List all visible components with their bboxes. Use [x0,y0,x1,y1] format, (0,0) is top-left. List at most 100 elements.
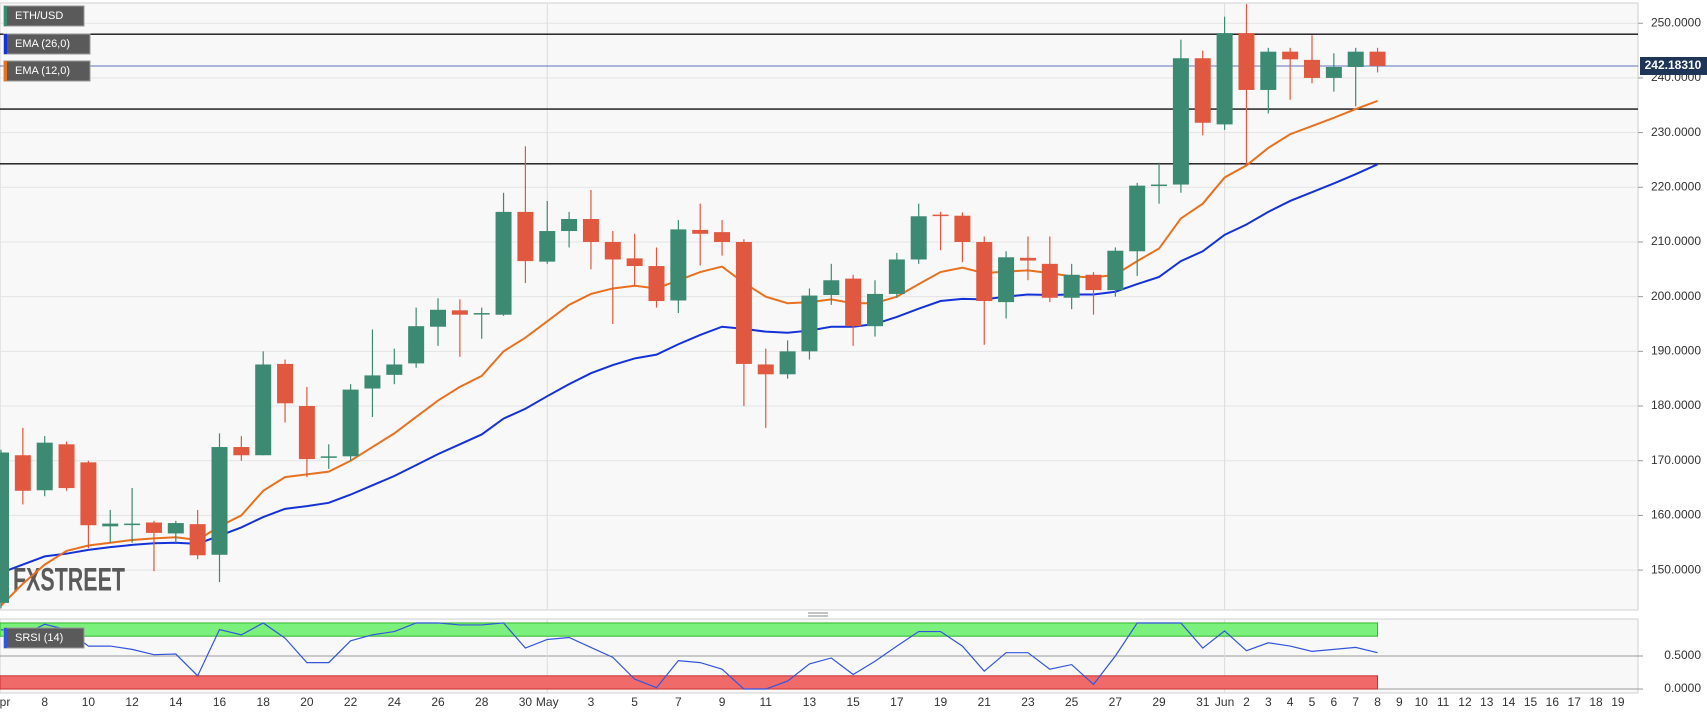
legend-label: SRSI (14) [15,632,63,644]
y-tick-label: 190.0000 [1651,344,1701,358]
candle-body [670,229,687,301]
x-tick-label: 28 [475,695,489,709]
candle-body [976,241,993,302]
candle-body [517,211,534,262]
line [0,622,1378,690]
y-tick-label: 0.5000 [1664,648,1701,662]
candle-body [1304,59,1320,78]
panel-handle[interactable] [808,612,828,617]
candle-body [845,278,862,327]
candle-body [0,452,9,603]
legend-label: ETH/USD [15,10,63,22]
candle-body [211,447,228,555]
candle-body [1085,274,1102,291]
x-tick-label: 19 [1611,695,1625,709]
y-tick-label: 150.0000 [1651,562,1701,576]
x-tick-label: 25 [1065,695,1079,709]
y-tick-label: 220.0000 [1651,179,1701,193]
candle-body [189,524,206,556]
x-tick-label: 14 [1502,695,1516,709]
candle-body [495,211,512,315]
x-tick-label: 30 [519,695,533,709]
x-tick-label: 10 [82,695,96,709]
candle-body [626,258,643,267]
candle-body [58,444,75,489]
x-tick-label: 5 [1309,695,1316,709]
x-tick-label: 4 [1287,695,1294,709]
candle-body [255,364,272,456]
candle-body [102,523,119,527]
candle-body [1151,184,1168,187]
candle-body [1063,274,1080,298]
x-tick-label: 13 [1480,695,1494,709]
candle-body [14,455,31,491]
y-tick-label: 160.0000 [1651,508,1701,522]
x-tick-label: 24 [388,695,402,709]
x-tick-label: 9 [719,695,726,709]
x-tick-label: 17 [1568,695,1582,709]
x-tick-label: 23 [1021,695,1035,709]
candle-body [779,351,796,375]
candle-body [1194,58,1211,123]
candle-body [1369,51,1386,66]
candle-body [867,293,883,327]
candle-body [582,219,599,242]
candle-body [888,259,905,294]
legend-swatch [4,628,7,648]
x-tick-label: 18 [1589,695,1603,709]
y-tick-label: 250.0000 [1651,15,1701,29]
candle-body [386,364,403,375]
x-tick-label: 8 [41,695,48,709]
x-tick-label: 14 [169,695,183,709]
legend-label: EMA (12,0) [15,65,70,77]
x-tick-label: 2 [1243,695,1250,709]
x-tick-label: 17 [890,695,904,709]
candle-body [1216,33,1233,125]
candle-body [692,229,709,234]
lower_band [0,675,1379,690]
x-tick-label: 9 [1396,695,1403,709]
candle-body [604,241,621,260]
x-tick-label: 12 [125,695,139,709]
y-tick-label: 170.0000 [1651,453,1701,467]
x-tick-label: 19 [934,695,948,709]
y-tick-label: 230.0000 [1651,125,1701,139]
candle-body [298,406,315,460]
candle-body [823,280,840,296]
candle-body [277,363,294,404]
x-tick-label: 26 [431,695,445,709]
y-tick-label: 200.0000 [1651,289,1701,303]
x-tick-label: 18 [257,695,271,709]
x-tick-label: 6 [1331,695,1338,709]
candle-body [1325,66,1342,78]
x-tick-label: 3 [588,695,595,709]
candle-body [998,257,1015,303]
x-tick-label: 16 [213,695,227,709]
x-tick-label: 3 [1265,695,1272,709]
y-tick-label: 210.0000 [1651,234,1701,248]
x-tick-label: 7 [1352,695,1359,709]
candle-body [451,310,468,315]
candle-body [1129,185,1146,252]
candle-body [735,241,752,364]
x-tick-label: 8 [1374,695,1381,709]
x-tick-label: Apr [0,695,10,709]
candle-body [910,216,927,260]
x-tick-label: 22 [344,695,358,709]
x-tick-label: 5 [631,695,638,709]
x-tick-label: 11 [1437,695,1450,709]
price-panel [0,2,1639,611]
candle-body [1172,58,1189,185]
upper_band [0,622,1379,637]
x-tick-label: 31 [1196,695,1210,709]
legend-swatch [4,34,7,54]
candle-body [36,442,53,491]
candle-body [1347,51,1364,67]
x-tick-label: 7 [675,695,682,709]
candle-body [757,364,774,375]
line [0,163,1378,574]
candle-body [364,375,381,389]
x-tick-label: 11 [760,695,773,709]
candle-body [473,313,490,315]
